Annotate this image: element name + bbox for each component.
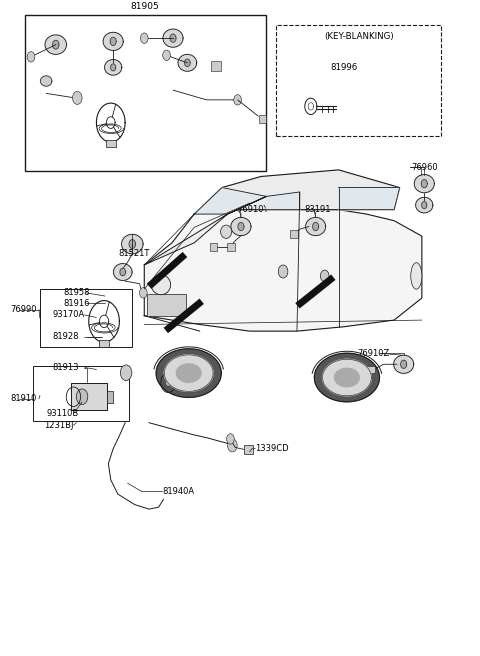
Polygon shape: [306, 217, 325, 236]
Polygon shape: [194, 188, 266, 214]
Polygon shape: [338, 188, 400, 210]
Polygon shape: [416, 197, 433, 213]
Text: 76960: 76960: [411, 163, 438, 172]
Text: 81918: 81918: [164, 371, 191, 380]
Polygon shape: [144, 210, 422, 331]
Polygon shape: [335, 368, 360, 387]
Bar: [227, 243, 235, 251]
Circle shape: [141, 33, 148, 43]
Circle shape: [227, 434, 234, 444]
Polygon shape: [45, 35, 67, 54]
Polygon shape: [105, 60, 122, 75]
Bar: [24, 15, 266, 171]
Ellipse shape: [221, 225, 232, 238]
Text: 81916: 81916: [63, 298, 89, 308]
Circle shape: [278, 265, 288, 278]
Circle shape: [343, 375, 352, 388]
Polygon shape: [238, 222, 244, 231]
Bar: [259, 115, 266, 123]
Text: 83191: 83191: [304, 205, 331, 214]
Bar: [210, 243, 217, 251]
Text: 81928: 81928: [52, 333, 79, 342]
Text: 1339CD: 1339CD: [255, 444, 289, 453]
Polygon shape: [164, 355, 213, 392]
Polygon shape: [414, 174, 434, 193]
Polygon shape: [156, 349, 221, 398]
Bar: [72, 383, 107, 411]
Polygon shape: [312, 222, 319, 231]
Polygon shape: [314, 353, 380, 402]
Polygon shape: [266, 192, 300, 210]
Polygon shape: [144, 196, 266, 265]
Polygon shape: [103, 32, 123, 51]
Polygon shape: [323, 359, 372, 396]
Circle shape: [76, 389, 88, 405]
Polygon shape: [40, 76, 52, 86]
Text: 81521T: 81521T: [118, 249, 149, 258]
Polygon shape: [394, 355, 414, 373]
Circle shape: [120, 365, 132, 380]
Bar: [367, 365, 375, 373]
Bar: [40, 289, 132, 348]
Bar: [290, 230, 298, 238]
Circle shape: [321, 270, 329, 282]
Polygon shape: [231, 217, 251, 236]
Polygon shape: [176, 364, 201, 382]
Text: 1231BJ: 1231BJ: [44, 421, 73, 430]
Bar: [99, 340, 109, 348]
Polygon shape: [110, 37, 116, 45]
Polygon shape: [121, 234, 143, 254]
Text: 81958: 81958: [63, 288, 89, 297]
Polygon shape: [120, 268, 126, 276]
Polygon shape: [163, 29, 183, 47]
Text: 81910: 81910: [10, 394, 36, 403]
Bar: [276, 25, 441, 136]
Ellipse shape: [151, 275, 171, 295]
Bar: [244, 445, 253, 454]
Polygon shape: [194, 170, 400, 214]
Circle shape: [234, 94, 241, 105]
Text: (KEY-BLANKING): (KEY-BLANKING): [324, 31, 394, 41]
Text: 81940A: 81940A: [162, 487, 194, 496]
Text: 81913: 81913: [52, 363, 79, 372]
Polygon shape: [178, 54, 197, 72]
Polygon shape: [129, 239, 135, 249]
Circle shape: [27, 52, 35, 62]
Ellipse shape: [411, 262, 422, 289]
Bar: [211, 61, 221, 71]
Bar: [147, 294, 186, 316]
Circle shape: [163, 50, 170, 60]
Text: 81905: 81905: [130, 2, 159, 11]
Circle shape: [228, 439, 237, 452]
Polygon shape: [422, 201, 427, 209]
Text: 76910Z: 76910Z: [357, 349, 389, 358]
Polygon shape: [52, 40, 59, 49]
Text: 76910Y: 76910Y: [237, 205, 269, 214]
Polygon shape: [113, 264, 132, 281]
Polygon shape: [161, 373, 176, 392]
Bar: [106, 140, 116, 147]
Text: 93110B: 93110B: [47, 409, 79, 418]
Polygon shape: [421, 180, 427, 188]
Circle shape: [140, 287, 147, 298]
Polygon shape: [401, 360, 407, 369]
Circle shape: [72, 91, 82, 104]
Circle shape: [165, 379, 171, 386]
Text: 76990: 76990: [10, 305, 37, 314]
Text: 81919: 81919: [172, 382, 198, 391]
Polygon shape: [170, 34, 176, 42]
Polygon shape: [110, 64, 116, 71]
Bar: [176, 378, 184, 387]
Bar: [107, 391, 113, 403]
Text: 93170A: 93170A: [52, 310, 84, 319]
Bar: [33, 366, 129, 421]
Polygon shape: [184, 59, 190, 67]
Text: 81996: 81996: [331, 63, 358, 72]
